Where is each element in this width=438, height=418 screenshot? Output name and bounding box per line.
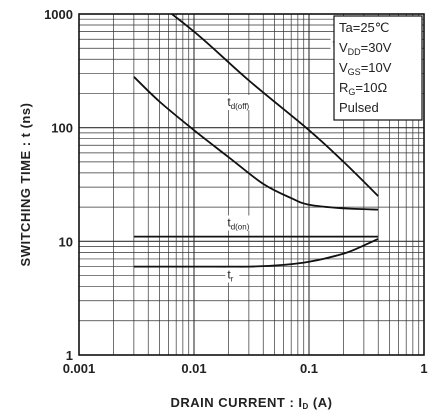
x-axis-title: DRAIN CURRENT : ID (A) bbox=[171, 395, 333, 411]
x-axis-title-main: DRAIN CURRENT : I bbox=[171, 395, 303, 410]
series-line-tf bbox=[170, 14, 379, 197]
y-tick-label: 1 bbox=[66, 348, 73, 363]
series-label-tr: tr bbox=[227, 268, 233, 284]
series-layer: tftd(off)td(on)tr bbox=[133, 14, 379, 284]
legend: Ta=25℃ VDD=30V VGS=10V RG=10Ω Pulsed bbox=[333, 15, 423, 121]
legend-line: VDD=30V bbox=[339, 40, 392, 57]
x-tick-label: 1 bbox=[420, 361, 427, 376]
y-tick-label: 10 bbox=[59, 234, 73, 249]
x-tick-label: 0.1 bbox=[300, 361, 318, 376]
series-label-bg bbox=[225, 95, 260, 111]
y-tick-label: 1000 bbox=[44, 7, 73, 22]
legend-line: Pulsed bbox=[339, 100, 379, 115]
legend-box bbox=[333, 15, 423, 121]
y-tick-label: 100 bbox=[51, 121, 73, 136]
tick-labels: 0.001 0.01 0.1 1 1 10 100 1000 bbox=[44, 7, 428, 376]
x-tick-label: 0.001 bbox=[63, 361, 96, 376]
legend-line: Ta=25℃ bbox=[339, 20, 389, 35]
legend-line: RG=10Ω bbox=[339, 80, 387, 97]
series-label-tdoff: td(off) bbox=[227, 95, 249, 111]
series-label-tdon: td(on) bbox=[227, 216, 249, 232]
series-line-tdoff bbox=[133, 76, 379, 211]
x-axis-title-unit: (A) bbox=[309, 395, 333, 410]
series-label-bg bbox=[225, 215, 260, 231]
y-axis-title: SWITCHING TIME : t (ns) bbox=[18, 103, 33, 267]
x-tick-label: 0.01 bbox=[181, 361, 206, 376]
x-axis-title-sub: D bbox=[303, 402, 309, 411]
series-label-bg bbox=[225, 267, 240, 283]
legend-line: VGS=10V bbox=[339, 60, 392, 77]
plot-frame bbox=[78, 13, 425, 356]
series-line-tr bbox=[133, 238, 379, 268]
